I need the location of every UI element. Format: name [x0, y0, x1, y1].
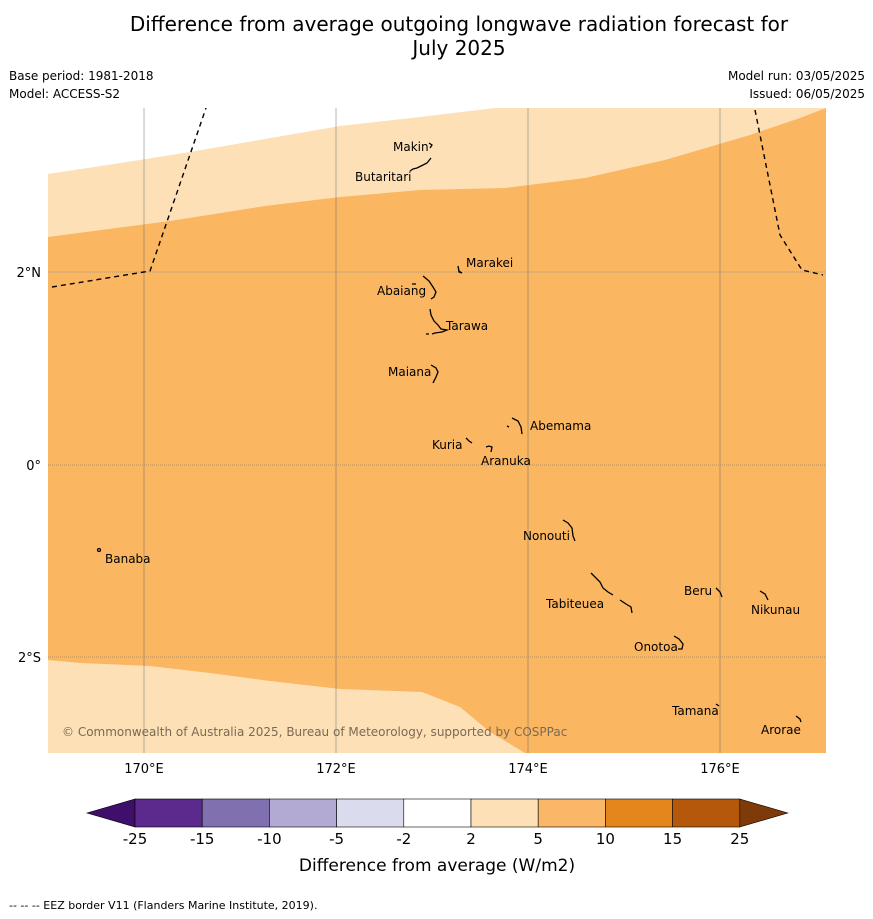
island-shape-arorae	[795, 715, 802, 723]
colorbar-segment	[672, 798, 741, 828]
label-marakei: Marakei	[466, 256, 513, 270]
lon-tick-170: 170°E	[124, 762, 164, 777]
label-tamana: Tamana	[671, 704, 719, 718]
label-abaiang: Abaiang	[377, 284, 426, 298]
island-shape-tamana	[715, 703, 720, 707]
eez-border-east	[754, 109, 824, 276]
issued-date: Issued: 06/05/2025	[749, 87, 865, 101]
eez-footnote: -- -- -- EEZ border V11 (Flanders Marine…	[9, 899, 318, 912]
label-maiana: Maiana	[388, 365, 431, 379]
colorbar-tick-label: 5	[533, 830, 543, 848]
map-area: Makin Butaritari Marakei Abaiang Tarawa …	[48, 108, 826, 753]
anomaly-region-white-top	[48, 108, 495, 174]
lat-tick-2n: 2°N	[17, 266, 42, 281]
model-name: Model: ACCESS-S2	[9, 87, 121, 101]
island-shape-tabiteuea	[590, 572, 633, 614]
model-run: Model run: 03/05/2025	[727, 69, 865, 83]
colorbar: -25 -15 -10 -5 -2 2 5 10 15 25	[85, 798, 789, 848]
lon-tick-174: 174°E	[508, 762, 548, 777]
colorbar-tick-label: -10	[257, 830, 282, 848]
label-tabiteuea: Tabiteuea	[545, 597, 604, 611]
colorbar-tick-label: 25	[730, 830, 749, 848]
base-period: Base period: 1981-2018	[9, 69, 154, 83]
map-title: Difference from average outgoing longwav…	[0, 12, 873, 60]
colorbar-tick-label: -25	[123, 830, 148, 848]
lon-tick-172: 172°E	[316, 762, 356, 777]
colorbar-segment	[269, 798, 337, 828]
label-tarawa: Tarawa	[445, 319, 488, 333]
colorbar-extend-low	[85, 798, 136, 828]
island-shape-butaritari	[409, 157, 432, 172]
island-shape-makin	[428, 142, 433, 149]
gridlines	[48, 108, 826, 753]
label-beru: Beru	[684, 584, 712, 598]
colorbar-tick-label: -15	[190, 830, 215, 848]
anomaly-region-5-10	[48, 108, 826, 753]
label-banaba: Banaba	[105, 552, 151, 566]
label-aranuka: Aranuka	[481, 454, 531, 468]
label-nikunau: Nikunau	[751, 603, 800, 617]
label-nonouti: Nonouti	[523, 529, 570, 543]
label-onotoa: Onotoa	[634, 640, 678, 654]
lat-tick-2s: 2°S	[18, 651, 41, 666]
colorbar-tick-label: -2	[396, 830, 411, 848]
colorbar-segment	[537, 798, 606, 828]
island-shape-maiana	[430, 364, 439, 384]
label-makin: Makin	[393, 140, 429, 154]
colorbar-label: Difference from average (W/m2)	[299, 856, 575, 876]
colorbar-extend-high	[739, 798, 789, 828]
island-outlines	[96, 142, 802, 723]
meta-right: Model run: 03/05/2025 Issued: 06/05/2025	[728, 67, 865, 103]
island-shape-banaba	[96, 547, 102, 553]
colorbar-tick-label: -5	[329, 830, 344, 848]
colorbar-segment	[605, 798, 673, 828]
lat-tick-0: 0°	[26, 459, 41, 474]
island-shape-nonouti	[562, 519, 576, 542]
colorbar-segment	[201, 798, 270, 828]
eez-borders	[51, 108, 824, 288]
island-shape-nikunau	[759, 590, 769, 601]
colorbar-segment	[470, 798, 539, 828]
island-shape-kuria-aranuka	[465, 437, 493, 453]
title-line-2: July 2025	[412, 36, 506, 60]
island-shape-tarawa	[426, 308, 450, 335]
island-labels: Makin Butaritari Marakei Abaiang Tarawa …	[105, 140, 801, 737]
lon-tick-176: 176°E	[700, 762, 740, 777]
axis-labels: 170°E 172°E 174°E 176°E 2°N 0° 2°S	[17, 266, 740, 777]
label-arorae: Arorae	[761, 723, 801, 737]
colorbar-tick-label: 2	[466, 830, 476, 848]
island-shape-onotoa	[673, 635, 684, 650]
colorbar-tick-label: 15	[663, 830, 682, 848]
island-shape-abemama	[506, 417, 523, 435]
island-shape-beru	[715, 587, 723, 598]
title-line-1: Difference from average outgoing longwav…	[129, 12, 789, 36]
eez-border-west	[51, 108, 207, 288]
anomaly-region-2-5-south	[48, 660, 525, 753]
colorbar-segment	[403, 798, 472, 828]
colorbar-segment	[134, 798, 203, 828]
colorbar-tick-label: 10	[596, 830, 615, 848]
label-kuria: Kuria	[432, 438, 463, 452]
copyright-notice: © Commonwealth of Australia 2025, Bureau…	[62, 725, 567, 739]
colorbar-segment	[336, 798, 405, 828]
label-butaritari: Butaritari	[355, 170, 412, 184]
meta-left: Base period: 1981-2018 Model: ACCESS-S2	[9, 67, 154, 103]
island-shape-marakei	[457, 265, 463, 274]
island-shape-abaiang	[412, 275, 437, 300]
label-abemama: Abemama	[530, 419, 591, 433]
